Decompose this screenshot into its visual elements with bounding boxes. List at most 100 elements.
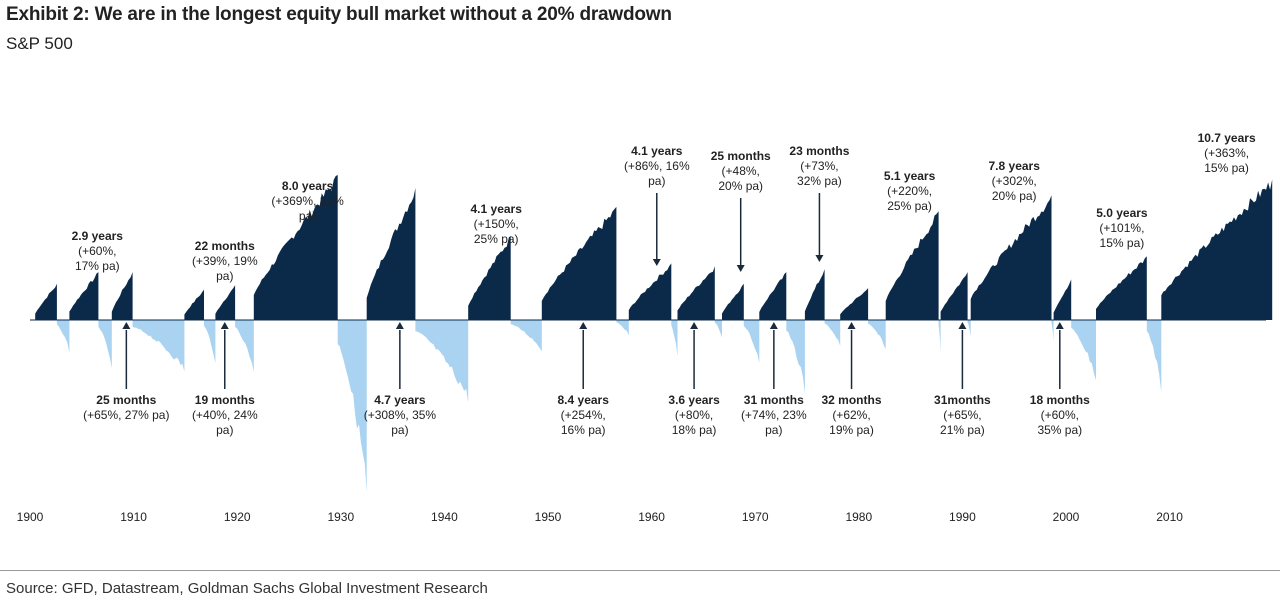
annotation-return: 19% pa) [829, 423, 874, 437]
annotation-return: 25% pa) [474, 232, 519, 246]
bull-market-area [1053, 279, 1072, 320]
arrow-head [958, 322, 967, 329]
bear-market-area [868, 320, 886, 350]
bull-market-area [1096, 256, 1147, 320]
annotation-duration: 2.9 years [72, 229, 124, 243]
annotation-return: pa) [648, 174, 665, 188]
bull-market-area [722, 283, 744, 320]
x-axis-ticks: 1900 1910 1920 1930 1940 1950 1960 1970 1980 1990… [17, 510, 1184, 524]
bear-market-area [1071, 320, 1096, 381]
x-tick-label: 1960 [638, 510, 665, 524]
annotation-return: (+302%, [992, 174, 1037, 188]
arrow-head [395, 322, 404, 329]
bear-market-area [786, 320, 805, 394]
annotation-return: pa) [216, 269, 233, 283]
annotation-return: (+80%, [675, 408, 713, 422]
annotation-return: (+39%, 19% [192, 254, 258, 268]
bear-market-area [1146, 320, 1162, 393]
bull-market-area [541, 206, 617, 320]
bull-market-area [69, 272, 99, 320]
annotation-duration: 23 months [789, 144, 849, 158]
annotation-return: 21% pa) [940, 423, 985, 437]
annotation-duration: 22 months [195, 239, 255, 253]
annotation-return: (+62%, [832, 408, 870, 422]
annotation-return: 15% pa) [1100, 236, 1145, 250]
bull-market-area [804, 269, 825, 320]
arrow-head [815, 255, 824, 262]
annotation-return: (+48%, [722, 164, 760, 178]
annotation-return: (+65%, [943, 408, 981, 422]
annotation-return: (+363%, [1204, 146, 1249, 160]
annotation-return: 18% pa) [672, 423, 717, 437]
annotation-duration: 25 months [711, 149, 771, 163]
annotation-return: (+74%, 23% [741, 408, 807, 422]
bear-market-area [967, 320, 971, 338]
x-tick-label: 2000 [1053, 510, 1080, 524]
annotation-return: 25% pa) [887, 199, 932, 213]
annotation-return: (+60%, [1041, 408, 1079, 422]
bear-market-area [671, 320, 678, 357]
annotation-return: (+150%, [474, 217, 519, 231]
x-tick-label: 1950 [535, 510, 562, 524]
arrow-head [736, 265, 745, 272]
source-divider [0, 570, 1280, 571]
bull-market-area [1161, 179, 1273, 320]
annotation-duration: 4.1 years [631, 144, 683, 158]
bear-market-area [510, 320, 542, 351]
x-tick-label: 1920 [224, 510, 251, 524]
arrow-head [122, 322, 131, 329]
annotation-duration: 8.4 years [558, 393, 610, 407]
x-tick-label: 1970 [742, 510, 769, 524]
annotation-return: 17% pa) [75, 259, 120, 273]
annotation-return: 16% pa) [561, 423, 606, 437]
x-tick-label: 1910 [120, 510, 147, 524]
annotation-return: (+65%, 27% pa) [83, 408, 169, 422]
arrow-head [690, 322, 699, 329]
bear-market-area [204, 320, 216, 363]
annotation-return: 20% pa) [992, 189, 1037, 203]
annotation-duration: 19 months [195, 393, 255, 407]
bull-market-area [215, 285, 236, 320]
annotation-return: 20% pa) [718, 179, 763, 193]
annotation-duration: 4.1 years [471, 202, 523, 216]
bear-market-area [132, 320, 185, 372]
annotation-duration: 4.7 years [374, 393, 426, 407]
arrow-head [847, 322, 856, 329]
annotation-duration: 18 months [1030, 393, 1090, 407]
annotation-return: (+101%, [1099, 221, 1144, 235]
annotation-return: (+40%, 24% [192, 408, 258, 422]
annotation-return: pa) [765, 423, 782, 437]
bull-market-area [468, 235, 511, 320]
annotation-duration: 8.0 years [282, 179, 334, 193]
x-tick-label: 1900 [17, 510, 44, 524]
arrow-head [220, 322, 229, 329]
annotation-duration: 5.0 years [1096, 206, 1148, 220]
bull-market-area [35, 283, 57, 320]
bull-market-area [840, 288, 869, 320]
arrow-head [652, 259, 661, 266]
annotation-return: (+254%, [561, 408, 606, 422]
annotation-return: (+86%, 16% [624, 159, 690, 173]
annotation-duration: 7.8 years [989, 159, 1041, 173]
chart-title: Exhibit 2: We are in the longest equity … [6, 4, 672, 25]
bear-market-area [824, 320, 841, 346]
bear-market-area [56, 320, 70, 353]
bull-market-area [970, 195, 1052, 320]
x-tick-label: 1930 [327, 510, 354, 524]
bear-market-area [938, 320, 941, 355]
bull-market-area [677, 266, 715, 320]
annotation-return: (+220%, [887, 184, 932, 198]
annotation-return: pa) [391, 423, 408, 437]
arrow-head [769, 322, 778, 329]
bull-market-area [885, 211, 939, 320]
bear-market-area [714, 320, 722, 338]
bear-market-area [337, 320, 367, 492]
bull-market-area [628, 263, 672, 320]
annotation-return: pa) [299, 209, 316, 223]
annotation-duration: 5.1 years [884, 169, 936, 183]
bull-market-areas [35, 175, 1273, 320]
annotation-duration: 32 months [821, 393, 881, 407]
x-tick-label: 2010 [1156, 510, 1183, 524]
bull-market-area [111, 272, 133, 320]
bear-market-area [743, 320, 760, 363]
